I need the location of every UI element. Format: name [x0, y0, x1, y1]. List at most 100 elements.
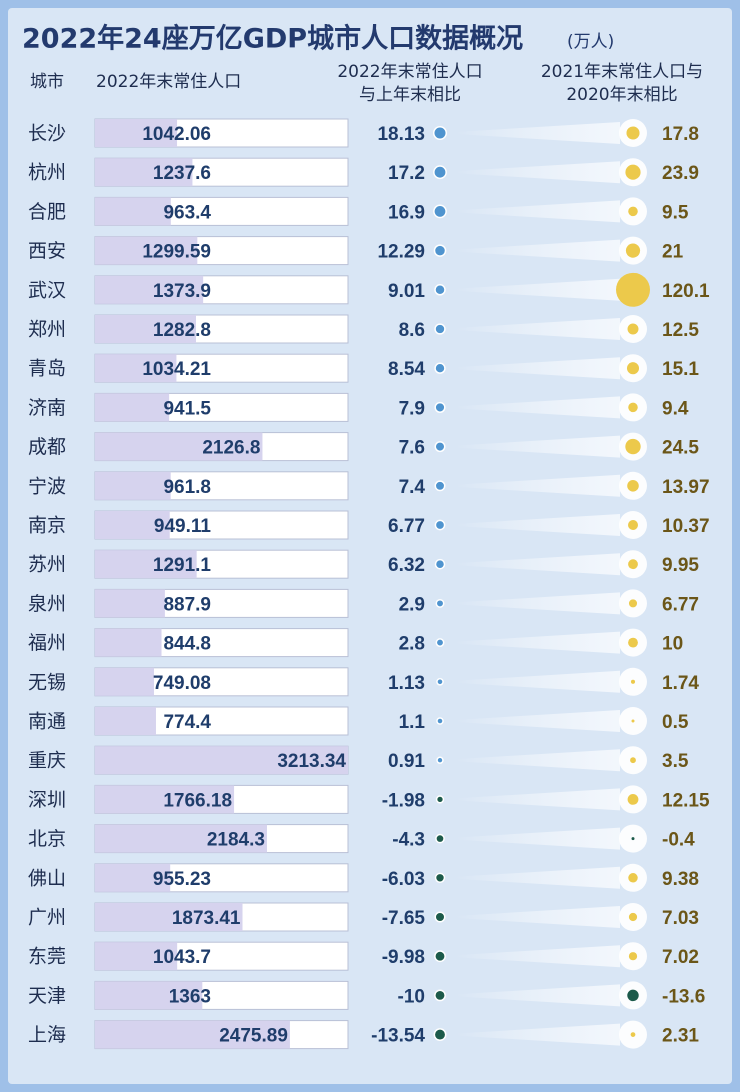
bar	[95, 1020, 290, 1049]
bar-value: 844.8	[163, 634, 211, 655]
bar	[95, 315, 197, 343]
change-2022-value: 9.01	[388, 281, 425, 302]
change-2021-value: 9.95	[662, 555, 699, 576]
bar	[95, 942, 178, 971]
change-2022-dot	[432, 125, 448, 141]
bar	[95, 903, 243, 931]
streak	[455, 239, 620, 262]
bar-value: 1237.6	[153, 163, 211, 184]
bar-value: 2184.3	[207, 830, 265, 851]
change-2021-value: 6.77	[662, 594, 699, 615]
bar-value: 1291.1	[153, 555, 212, 576]
change-2021-value: 0.5	[662, 712, 689, 733]
bar-value: 1373.9	[153, 281, 211, 302]
city-name: 无锡	[28, 671, 66, 693]
bar	[95, 471, 171, 500]
change-2022-value: 0.91	[388, 751, 425, 772]
streak	[455, 1023, 620, 1046]
streak	[455, 631, 620, 654]
change-2021-value: -13.6	[662, 986, 705, 1007]
city-name: 武汉	[28, 279, 66, 301]
change-2021-value: 1.74	[662, 673, 699, 694]
change-2021-bubble	[630, 1032, 636, 1037]
change-2022-value: -1.98	[382, 790, 425, 811]
streak	[455, 357, 620, 380]
change-2021-bubble	[627, 793, 639, 805]
change-2022-value: 7.6	[399, 438, 425, 459]
change-2022-value: 7.9	[399, 398, 425, 419]
change-2021-value: 9.38	[662, 869, 699, 890]
change-2021-value: 24.5	[662, 438, 699, 459]
change-2022-dot	[434, 558, 446, 570]
change-2022-value: -6.03	[382, 869, 425, 890]
bar	[95, 511, 170, 539]
change-2021-bubble	[628, 952, 638, 961]
change-2022-value: 18.13	[377, 124, 425, 145]
bar	[95, 393, 170, 422]
change-2021-bubble	[628, 637, 638, 648]
bar	[95, 628, 162, 657]
change-2022-dot	[434, 323, 446, 335]
column-header: 2020年末相比	[566, 85, 677, 105]
bar-value: 749.08	[153, 673, 211, 694]
streak	[455, 435, 620, 458]
change-2022-value: -4.3	[392, 830, 425, 851]
change-2021-value: -0.4	[662, 830, 695, 851]
change-2021-bubble	[628, 912, 638, 922]
city-name: 东莞	[28, 946, 66, 968]
change-2022-dot	[435, 795, 445, 804]
bar	[95, 354, 177, 383]
streak	[455, 906, 620, 928]
city-name: 青岛	[28, 358, 66, 380]
streak	[455, 553, 620, 576]
change-2021-value: 13.97	[662, 477, 710, 498]
streak	[455, 396, 620, 419]
change-2021-value: 7.02	[662, 947, 699, 968]
change-2022-value: 8.54	[388, 359, 425, 380]
change-2022-value: 1.1	[399, 712, 426, 733]
bar	[95, 746, 348, 775]
change-2021-value: 23.9	[662, 163, 699, 184]
bar-value: 1034.21	[142, 359, 211, 380]
streak	[455, 788, 620, 811]
city-name: 苏州	[28, 554, 66, 576]
city-name: 福州	[28, 632, 66, 654]
bar	[95, 550, 197, 579]
bar	[95, 236, 198, 265]
bar	[95, 432, 263, 461]
change-2022-dot	[434, 950, 446, 963]
change-2021-bubble	[627, 323, 639, 335]
change-2021-bubble	[628, 873, 638, 883]
streak	[455, 866, 620, 889]
change-2021-bubble	[625, 438, 641, 455]
bar-value: 1766.18	[163, 790, 232, 811]
bar	[95, 197, 171, 226]
bar-value: 1873.41	[172, 908, 241, 929]
bar	[95, 981, 203, 1010]
change-2021-bubble	[630, 679, 636, 684]
change-2022-dot	[434, 911, 446, 923]
change-2022-value: 2.8	[399, 634, 425, 655]
bar-value: 961.8	[163, 477, 211, 498]
change-2021-bubble	[628, 559, 638, 570]
bar	[95, 824, 267, 853]
column-header: 2021年末常住人口与	[541, 62, 703, 82]
streak	[455, 592, 620, 615]
change-2021-bubble	[628, 206, 638, 217]
streak	[455, 827, 620, 850]
change-2021-value: 10	[662, 634, 683, 655]
change-2022-dot	[434, 989, 446, 1002]
change-2021-value: 10.37	[662, 516, 710, 537]
change-2022-dot	[434, 872, 446, 884]
change-2021-bubble	[627, 989, 639, 1002]
change-2022-value: 16.9	[388, 202, 425, 223]
bar-value: 1042.06	[142, 124, 211, 145]
change-2021-bubble	[625, 243, 641, 258]
change-2021-value: 3.5	[662, 751, 689, 772]
city-name: 重庆	[28, 750, 66, 772]
streak	[455, 122, 620, 144]
bar-value: 949.11	[154, 516, 211, 537]
change-2021-bubble	[631, 719, 635, 723]
